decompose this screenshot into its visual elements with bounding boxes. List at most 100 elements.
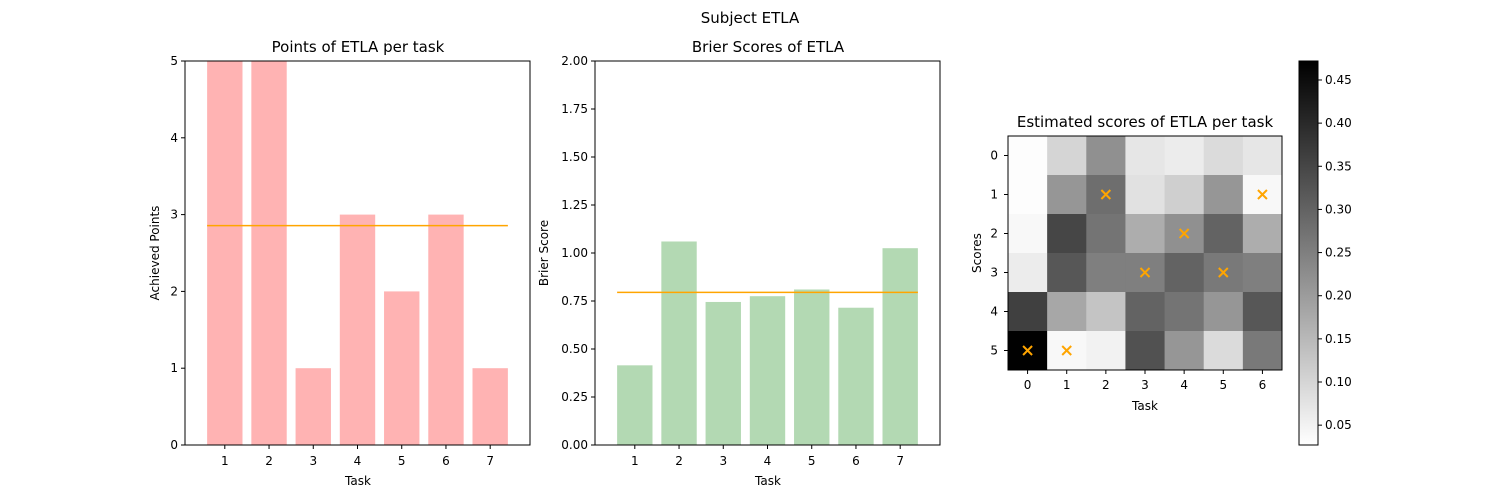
- heatmap-cell: [1164, 331, 1205, 371]
- y-tick-label: 1.50: [561, 150, 588, 164]
- heatmap-cell: [1125, 214, 1166, 254]
- y-tick-label: 0.25: [561, 390, 588, 404]
- estimate-marker: [1178, 228, 1190, 239]
- heatmap-markers: [1022, 189, 1268, 356]
- x-tick-label: 2: [265, 454, 273, 468]
- colorbar-tick-label: 0.10: [1325, 375, 1352, 389]
- y-tick-label: 2.00: [561, 54, 588, 68]
- bar: [749, 296, 786, 445]
- heatmap-cell: [1086, 253, 1126, 293]
- bar: [838, 307, 874, 445]
- colorbar: 0.05 0.10 0.15 0.20 0.25 0.30 0.35 0.40 0.45: [1298, 60, 1352, 446]
- points-chart-frame: [184, 60, 531, 446]
- heatmap-cell: [1203, 214, 1244, 254]
- heatmap-cell: [1242, 331, 1283, 371]
- estimated-scores-heatmap: Estimated scores of ETLA per task Task S…: [970, 113, 1283, 413]
- estimate-marker: [1257, 189, 1268, 200]
- y-tick-label: 1.25: [561, 198, 588, 212]
- y-tick-label: 4: [990, 305, 998, 319]
- x-tick-label: 1: [221, 454, 229, 468]
- brier-chart: Brier Scores of ETLA Task Brier Score 1 2…: [537, 38, 941, 488]
- bar: [882, 248, 918, 445]
- brier-chart-xlabel: Task: [754, 474, 781, 488]
- points-chart: Points of ETLA per task Task Achieved Po…: [148, 38, 531, 488]
- brier-chart-frame: [594, 60, 941, 446]
- heatmap-cell: [1242, 214, 1283, 254]
- y-tick-label: 0: [990, 149, 998, 163]
- heatmap-ticks: 0 1 2 3 4 5 6 0 1 2 3 4 5: [990, 149, 1266, 393]
- points-chart-marks: [207, 61, 508, 445]
- x-tick-label: 6: [442, 454, 450, 468]
- x-tick-label: 3: [719, 454, 727, 468]
- heatmap-cell: [1047, 292, 1087, 332]
- colorbar-tick-label: 0.05: [1325, 418, 1352, 432]
- points-chart-ylabel: Achieved Points: [148, 206, 162, 301]
- heatmap-frame: [1007, 135, 1283, 371]
- y-tick-label: 1.00: [561, 246, 588, 260]
- x-tick-label: 4: [354, 454, 362, 468]
- colorbar-tick-label: 0.20: [1325, 289, 1352, 303]
- heatmap-cell: [1203, 175, 1244, 215]
- heatmap-cell: [1125, 292, 1166, 332]
- colorbar-tick-label: 0.40: [1325, 116, 1352, 130]
- x-tick-label: 6: [852, 454, 860, 468]
- colorbar-tick-label: 0.35: [1325, 159, 1352, 173]
- y-tick-label: 1: [170, 361, 178, 375]
- x-tick-label: 4: [1180, 378, 1188, 392]
- y-tick-label: 2: [990, 227, 998, 241]
- heatmap-cell: [1125, 331, 1166, 371]
- bar: [207, 61, 243, 445]
- brier-chart-ticks: 1 2 3 4 5 6 7 0.00 0.25 0.50 0.75 1.00 1.25 1.50 1.75 2…: [561, 54, 904, 468]
- heatmap-ylabel: Scores: [970, 233, 984, 273]
- x-tick-label: 5: [1219, 378, 1227, 392]
- figure-suptitle: Subject ETLA: [701, 9, 800, 27]
- bar: [794, 289, 830, 445]
- bar: [339, 214, 376, 445]
- heatmap-cell: [1047, 175, 1087, 215]
- estimate-marker: [1022, 345, 1033, 356]
- heatmap-cell: [1125, 175, 1166, 215]
- x-tick-label: 3: [309, 454, 317, 468]
- colorbar-gradient: [1299, 61, 1318, 445]
- heatmap-cell: [1164, 292, 1205, 332]
- heatmap-cell: [1008, 253, 1048, 293]
- heatmap-cell: [1008, 175, 1048, 215]
- x-tick-label: 4: [764, 454, 772, 468]
- y-tick-label: 2: [170, 284, 178, 298]
- colorbar-tick-label: 0.15: [1325, 332, 1352, 346]
- y-tick-label: 1: [990, 188, 998, 202]
- x-tick-label: 1: [631, 454, 639, 468]
- bar: [472, 368, 508, 445]
- heatmap-cell: [1203, 136, 1244, 176]
- heatmap-cell: [1242, 136, 1283, 176]
- colorbar-frame: [1298, 60, 1319, 446]
- colorbar-tick-label: 0.25: [1325, 246, 1352, 260]
- y-tick-label: 5: [990, 344, 998, 358]
- brier-chart-marks: [617, 241, 918, 445]
- x-tick-label: 7: [486, 454, 494, 468]
- y-tick-label: 0.50: [561, 342, 588, 356]
- points-chart-ticks: 1 2 3 4 5 6 7 0 1 2 3 4 5: [170, 54, 494, 468]
- y-tick-label: 0.00: [561, 438, 588, 452]
- x-tick-label: 0: [1024, 378, 1032, 392]
- heatmap-cell: [1086, 214, 1126, 254]
- bar: [384, 291, 420, 445]
- heatmap-cell: [1242, 292, 1283, 332]
- estimate-marker: [1061, 345, 1072, 356]
- heatmap-cell: [1125, 136, 1166, 176]
- x-tick-label: 5: [808, 454, 816, 468]
- heatmap-cell: [1008, 136, 1048, 176]
- estimate-marker: [1218, 267, 1229, 278]
- heatmap-cell: [1047, 253, 1087, 293]
- heatmap-cell: [1008, 292, 1048, 332]
- y-tick-label: 5: [170, 54, 178, 68]
- bar: [251, 61, 287, 445]
- y-tick-label: 1.75: [561, 102, 588, 116]
- x-tick-label: 3: [1141, 378, 1149, 392]
- heatmap-cell: [1242, 253, 1283, 293]
- y-tick-label: 0.75: [561, 294, 588, 308]
- estimate-marker: [1100, 189, 1112, 200]
- y-tick-label: 3: [170, 208, 178, 222]
- x-tick-label: 6: [1259, 378, 1267, 392]
